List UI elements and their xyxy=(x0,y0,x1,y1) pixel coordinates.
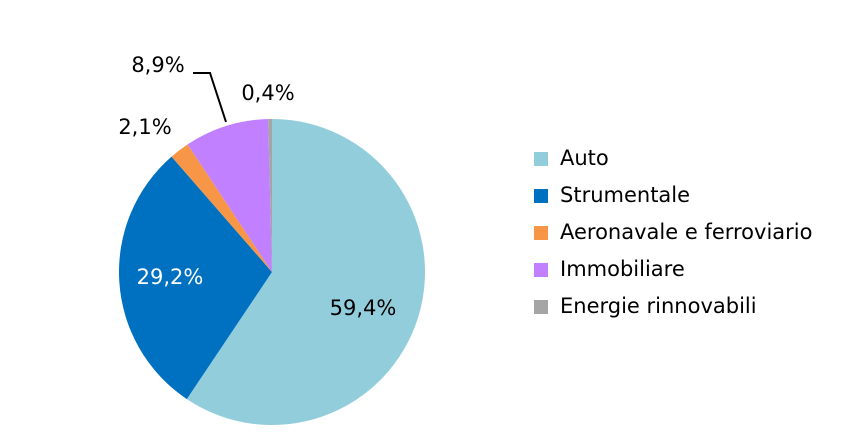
pie-slice xyxy=(186,119,426,426)
data-label: 59,4% xyxy=(330,296,397,320)
pie-slice xyxy=(171,144,272,272)
legend-swatch xyxy=(534,263,548,277)
legend-swatch xyxy=(534,226,548,240)
pie-slice xyxy=(119,156,273,400)
legend-label: Auto xyxy=(560,146,609,170)
leader-line xyxy=(193,72,227,123)
legend-swatch xyxy=(534,189,548,203)
pie-slice xyxy=(187,119,272,273)
data-label: 8,9% xyxy=(131,53,184,77)
pie-slice xyxy=(268,119,272,272)
data-label: 0,4% xyxy=(241,81,294,105)
legend-label: Energie rinnovabili xyxy=(560,294,757,318)
legend-label: Aeronavale e ferroviario xyxy=(560,220,812,244)
legend-label: Strumentale xyxy=(560,183,690,207)
data-label: 2,1% xyxy=(118,115,171,139)
data-label: 29,2% xyxy=(137,265,204,289)
legend-swatch xyxy=(534,300,548,314)
legend-label: Immobiliare xyxy=(560,257,685,281)
legend-swatch xyxy=(534,152,548,166)
